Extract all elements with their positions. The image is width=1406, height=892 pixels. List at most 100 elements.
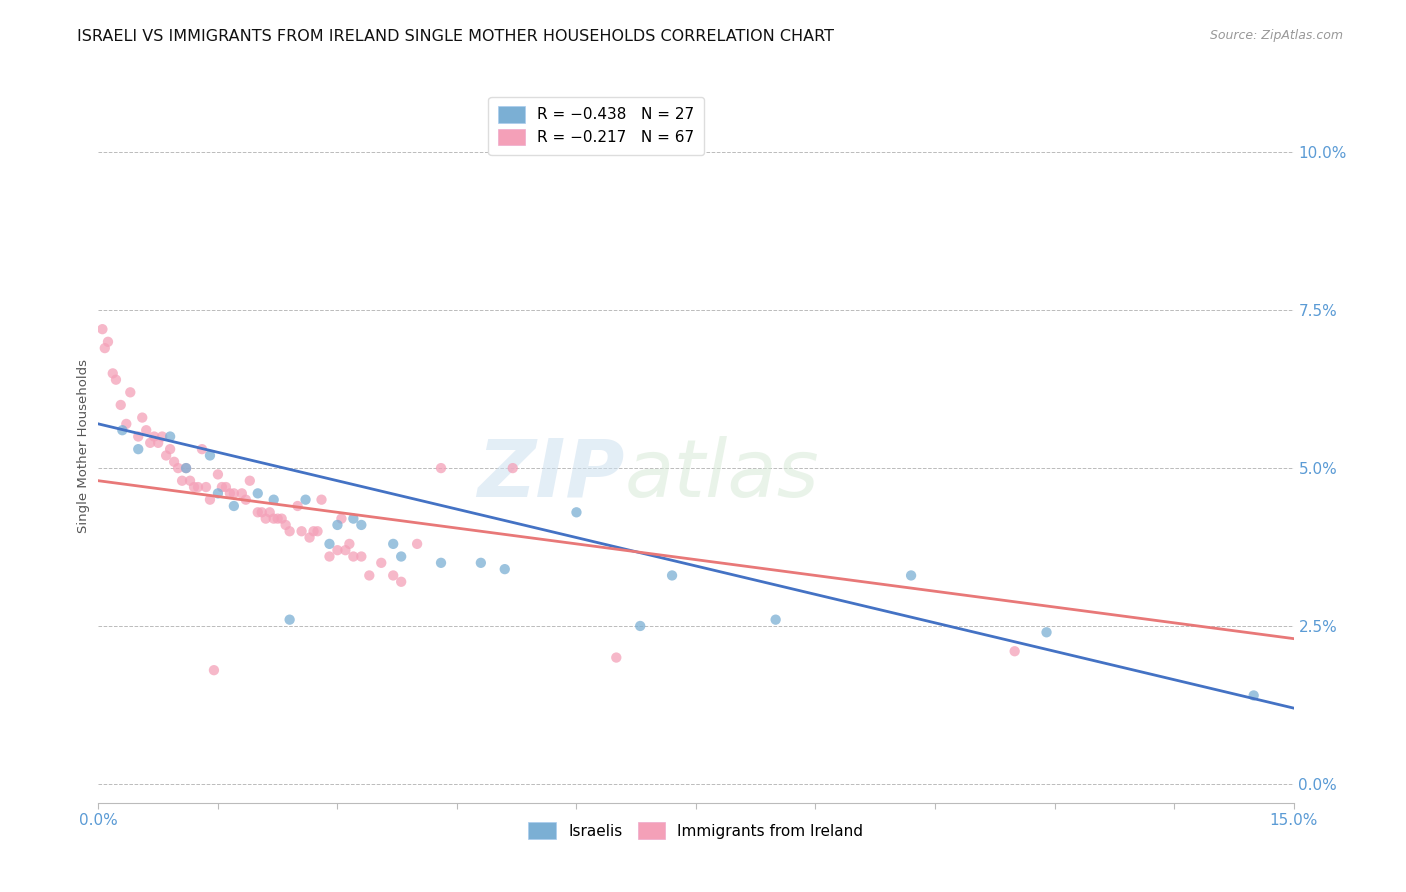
- Point: [259, 505, 281, 519]
- Point: [359, 568, 381, 582]
- Point: [246, 505, 269, 519]
- Point: [239, 474, 262, 488]
- Point: [120, 385, 142, 400]
- Text: Source: ZipAtlas.com: Source: ZipAtlas.com: [1209, 29, 1343, 43]
- Text: ISRAELI VS IMMIGRANTS FROM IRELAND SINGLE MOTHER HOUSEHOLDS CORRELATION CHART: ISRAELI VS IMMIGRANTS FROM IRELAND SINGL…: [77, 29, 834, 45]
- Point: [661, 568, 683, 582]
- Point: [765, 613, 787, 627]
- Point: [339, 537, 361, 551]
- Point: [318, 537, 340, 551]
- Point: [97, 334, 120, 349]
- Point: [565, 505, 588, 519]
- Point: [267, 511, 290, 525]
- Text: atlas: atlas: [624, 435, 820, 514]
- Point: [254, 511, 277, 525]
- Point: [278, 524, 301, 539]
- Point: [628, 619, 651, 633]
- Point: [302, 524, 325, 539]
- Point: [335, 543, 357, 558]
- Point: [131, 410, 153, 425]
- Point: [91, 322, 114, 336]
- Point: [195, 480, 218, 494]
- Point: [270, 511, 292, 525]
- Point: [207, 467, 229, 482]
- Point: [291, 524, 314, 539]
- Point: [470, 556, 492, 570]
- Text: ZIP: ZIP: [477, 435, 624, 514]
- Point: [94, 341, 117, 355]
- Point: [278, 613, 301, 627]
- Point: [298, 531, 321, 545]
- Point: [148, 435, 170, 450]
- Point: [263, 511, 285, 525]
- Point: [155, 449, 177, 463]
- Point: [174, 461, 197, 475]
- Point: [202, 663, 225, 677]
- Point: [159, 442, 181, 457]
- Point: [207, 486, 229, 500]
- Point: [187, 480, 209, 494]
- Point: [150, 429, 173, 443]
- Point: [159, 429, 181, 443]
- Point: [101, 367, 124, 381]
- Point: [502, 461, 524, 475]
- Point: [167, 461, 190, 475]
- Point: [246, 486, 269, 500]
- Point: [115, 417, 138, 431]
- Point: [287, 499, 309, 513]
- Point: [198, 492, 221, 507]
- Point: [430, 461, 453, 475]
- Point: [406, 537, 429, 551]
- Point: [307, 524, 329, 539]
- Point: [1035, 625, 1057, 640]
- Point: [1004, 644, 1026, 658]
- Point: [211, 480, 233, 494]
- Point: [219, 486, 242, 500]
- Point: [179, 474, 201, 488]
- Point: [127, 442, 149, 457]
- Point: [235, 492, 257, 507]
- Point: [250, 505, 273, 519]
- Point: [198, 449, 221, 463]
- Point: [222, 499, 245, 513]
- Point: [163, 455, 186, 469]
- Point: [311, 492, 333, 507]
- Point: [215, 480, 238, 494]
- Legend: Israelis, Immigrants from Ireland: Israelis, Immigrants from Ireland: [523, 816, 869, 845]
- Point: [318, 549, 340, 564]
- Point: [370, 556, 392, 570]
- Point: [139, 435, 162, 450]
- Point: [222, 486, 245, 500]
- Point: [326, 543, 349, 558]
- Point: [1243, 689, 1265, 703]
- Point: [263, 492, 285, 507]
- Point: [494, 562, 516, 576]
- Point: [605, 650, 627, 665]
- Point: [231, 486, 253, 500]
- Point: [900, 568, 922, 582]
- Point: [294, 492, 316, 507]
- Point: [172, 474, 194, 488]
- Point: [127, 429, 149, 443]
- Point: [350, 517, 373, 532]
- Point: [110, 398, 132, 412]
- Point: [326, 517, 349, 532]
- Point: [389, 549, 412, 564]
- Point: [111, 423, 134, 437]
- Point: [382, 537, 405, 551]
- Point: [191, 442, 214, 457]
- Point: [350, 549, 373, 564]
- Point: [330, 511, 353, 525]
- Y-axis label: Single Mother Households: Single Mother Households: [77, 359, 90, 533]
- Point: [342, 549, 364, 564]
- Point: [104, 373, 127, 387]
- Point: [389, 574, 412, 589]
- Point: [274, 517, 297, 532]
- Point: [174, 461, 197, 475]
- Point: [183, 480, 205, 494]
- Point: [430, 556, 453, 570]
- Point: [143, 429, 166, 443]
- Point: [135, 423, 157, 437]
- Point: [342, 511, 364, 525]
- Point: [382, 568, 405, 582]
